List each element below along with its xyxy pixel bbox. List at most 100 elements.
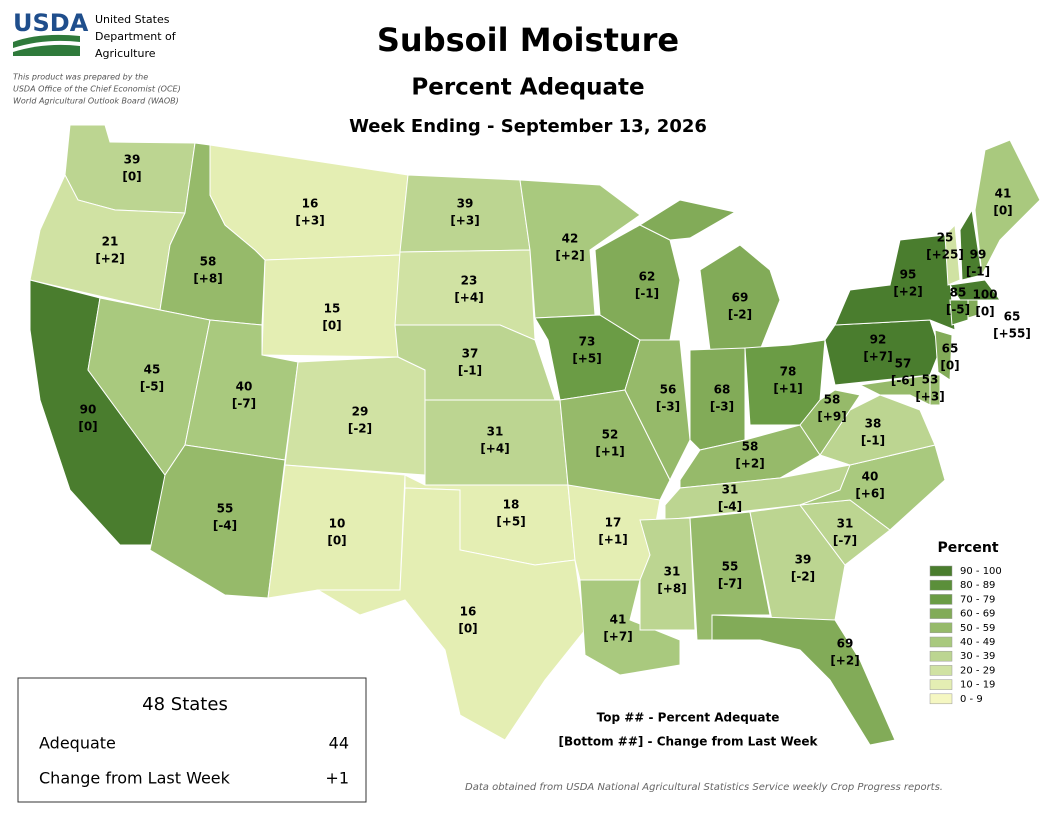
legend-swatch	[929, 679, 953, 690]
logo-swoosh	[13, 34, 80, 48]
state-value: 16	[460, 605, 477, 619]
state-value: 69	[732, 291, 749, 305]
legend-swatch	[929, 565, 953, 577]
agency: United States	[95, 13, 170, 26]
state	[858, 374, 931, 406]
state-change: [0]	[327, 534, 346, 548]
legend-label: 0 - 9	[960, 694, 983, 705]
state-change: [-1]	[966, 265, 990, 279]
state-change: [+55]	[993, 327, 1031, 341]
state-change: [+9]	[817, 410, 846, 424]
state-value: 29	[352, 405, 369, 419]
state-change: [0]	[458, 622, 477, 636]
state	[638, 199, 737, 241]
state-value: 21	[102, 235, 119, 249]
state-value: 18	[503, 498, 520, 512]
state-change: [+4]	[454, 291, 483, 305]
state-change: [-5]	[140, 380, 164, 394]
state	[316, 487, 586, 741]
legend-swatch	[929, 636, 953, 648]
state-change: [+7]	[603, 630, 632, 644]
state-value: 25	[937, 231, 954, 245]
state-change: [+2]	[830, 654, 859, 668]
state-change: [+2]	[893, 285, 922, 299]
note: [Bottom ##] - Change from Last Week	[558, 735, 818, 749]
state-value: 41	[995, 187, 1012, 201]
state-value: 23	[461, 274, 478, 288]
state-value: 55	[722, 560, 739, 574]
source: Data obtained from USDA National Agricul…	[465, 782, 943, 793]
state-value: 58	[824, 393, 841, 407]
state	[934, 329, 953, 381]
summary-frame	[17, 677, 367, 803]
state	[267, 464, 406, 599]
state-value: 40	[236, 380, 253, 394]
state-value: 45	[144, 363, 161, 377]
state-value: 42	[562, 232, 579, 246]
prepared-note: USDA Office of the Chief Economist (OCE)	[13, 85, 181, 94]
state-value: 53	[922, 373, 939, 387]
state-value: 92	[870, 333, 887, 347]
state-value: 31	[487, 425, 504, 439]
state-change: [0]	[122, 170, 141, 184]
logo-swoosh	[13, 44, 80, 56]
state	[579, 579, 681, 676]
legend-label: 70 - 79	[960, 594, 995, 605]
state-value: 56	[660, 383, 677, 397]
state-value: 16	[302, 197, 319, 211]
state	[967, 299, 979, 319]
state-value: 85	[950, 286, 967, 300]
state-value: 69	[837, 637, 854, 651]
state-value: 65	[942, 342, 959, 356]
state-change: [+2]	[555, 249, 584, 263]
state-change: [+1]	[598, 533, 627, 547]
state-value: 31	[722, 483, 739, 497]
state	[974, 139, 1041, 277]
state-change: [+7]	[863, 350, 892, 364]
agency: Department of	[95, 30, 177, 43]
state-change: [+5]	[496, 515, 525, 529]
state-value: 52	[602, 428, 619, 442]
title: Subsoil Moisture	[377, 21, 679, 59]
state	[799, 444, 946, 531]
state-value: 41	[610, 613, 627, 627]
state	[929, 374, 941, 406]
state-value: 37	[462, 347, 479, 361]
summary-box: 48 States Adequate 44 Change from Last W…	[17, 677, 367, 803]
state-value: 17	[605, 516, 622, 530]
prepared-note: This product was prepared by the	[13, 73, 148, 82]
state	[624, 339, 691, 482]
summary-label: Change from Last Week	[39, 769, 231, 788]
legend-swatch	[929, 579, 953, 591]
state-change: [0]	[322, 319, 341, 333]
legend-swatch	[929, 608, 953, 619]
state-change: [-4]	[718, 500, 742, 514]
state-change: [+1]	[595, 445, 624, 459]
state-change: [+5]	[572, 352, 601, 366]
state-change: [-7]	[833, 534, 857, 548]
legend-swatch	[929, 594, 953, 605]
legend-swatch	[929, 622, 953, 634]
state-labels: 39 [0] 21 [+2] 90 [0] 58 [+8] 45 [-5] 16 [+3] 15 [0] 4…	[78, 153, 1031, 668]
legend-label: 30 - 39	[960, 651, 995, 662]
state-change: [-5]	[946, 303, 970, 317]
state-value: 68	[714, 383, 731, 397]
state-value: 39	[124, 153, 141, 167]
state	[711, 614, 896, 746]
state-value: 39	[457, 197, 474, 211]
state-change: [0]	[993, 204, 1012, 218]
agency: Agriculture	[95, 47, 156, 60]
state-value: 99	[970, 248, 987, 262]
state-value: 58	[200, 255, 217, 269]
state-change: [0]	[940, 359, 959, 373]
state-change: [+8]	[657, 582, 686, 596]
state-change: [+25]	[926, 248, 964, 262]
legend-swatch	[929, 693, 953, 705]
state-change: [-6]	[891, 374, 915, 388]
state-change: [+8]	[193, 272, 222, 286]
state-change: [-2]	[791, 570, 815, 584]
week: Week Ending - September 13, 2026	[349, 116, 707, 137]
legend-label: 50 - 59	[960, 623, 995, 634]
legend: Percent 90 - 100 80 - 89 70 - 79 60 - 69 50 …	[929, 540, 1002, 705]
